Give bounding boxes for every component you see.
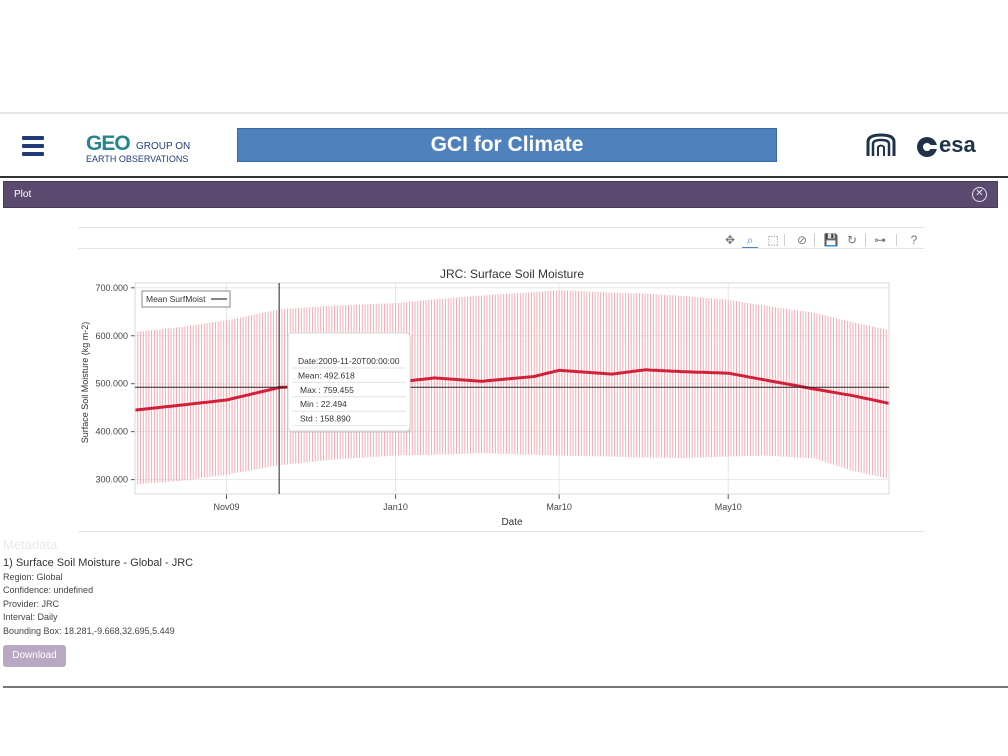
geo-logo-line1: GROUP ON [136,141,191,152]
app-title-banner: GCI for Climate [237,128,777,162]
tooltip-row: Min : 22.494 [300,399,347,409]
chart-toolbar: ✥ ⌕ ⬚ ⊘ 💾 ↻ ⊶? [720,232,925,248]
plot-panel-title: Plot [14,189,32,200]
chart-bottom-divider [78,531,924,532]
legend-box [141,290,231,308]
close-icon[interactable]: ✕ [972,187,987,202]
plot-panel-header: Plot ✕ [3,181,998,208]
mean-series-line [134,368,890,412]
hamburger-menu-icon[interactable] [22,136,44,156]
y-tick-label: 300.000 [95,475,128,485]
metadata-title: 1) Surface Soil Moisture - Global - JRC [3,557,194,569]
save-icon[interactable]: 💾 [823,233,839,247]
box-select-icon[interactable]: ⬚ [767,233,779,247]
pan-icon[interactable]: ✥ [724,233,736,247]
geo-logo-line2: EARTH OBSERVATIONS [86,154,189,164]
lasso-icon[interactable]: ⊘ [796,233,808,247]
tooltip-row: Mean: 492.618 [298,370,355,380]
hover-icon[interactable]: ⊶ [874,233,886,247]
y-tick-label: 700.000 [95,283,128,293]
metadata-region: Region: Global [3,572,63,582]
toolbar-separator [784,234,785,246]
y-axis-label: Surface Soil Moisture (kg m-2) [80,322,90,444]
cnr-logo-icon [866,133,896,156]
esa-logo: esa [915,131,985,161]
help-icon[interactable]: ? [910,233,918,247]
x-tick-label: Nov09 [213,502,239,512]
legend-label: Mean SurfMoist [146,294,206,304]
esa-logo-text: esa [939,132,976,157]
tooltip-row: Std : 158.890 [300,414,351,424]
page-bottom-divider [3,686,1008,688]
x-tick-label: May10 [715,502,742,512]
y-tick-label: 500.000 [95,379,128,389]
toolbar-separator [896,234,897,246]
x-axis-label: Date [501,517,523,528]
x-tick-label: Mar10 [546,502,572,512]
tooltip-row: Max : 759.455 [300,385,354,395]
metadata-heading: Metadata [3,537,58,552]
tooltip-row: Date:2009-11-20T00:00:00 [298,356,400,366]
top-header: GEO GROUP ON EARTH OBSERVATIONS GCI for … [0,112,1008,178]
chart-title: JRC: Surface Soil Moisture [440,267,584,281]
plot-frame [134,282,890,495]
metadata-interval: Interval: Daily [3,612,58,622]
reset-icon[interactable]: ↻ [846,233,858,247]
esa-mark-icon [917,137,939,157]
toolbar-separator [814,234,815,246]
metadata-bounding-box: Bounding Box: 18.281,-9.668,32.695,5.449 [3,626,175,636]
y-tick-label: 600.000 [95,331,128,341]
geo-logo-mark: GEO [86,132,131,155]
geo-logo: GEO GROUP ON EARTH OBSERVATIONS [86,132,196,164]
toolbar-bottom-divider [78,248,924,249]
box-zoom-icon[interactable]: ⌕ [742,232,758,248]
download-button[interactable]: Download [3,645,66,667]
y-tick-label: 400.000 [95,427,128,437]
toolbar-top-divider [78,227,924,228]
metadata-confidence: Confidence: undefined [3,585,94,595]
toolbar-separator [865,234,866,246]
x-tick-label: Jan10 [383,502,408,512]
metadata-provider: Provider: JRC [3,599,60,609]
